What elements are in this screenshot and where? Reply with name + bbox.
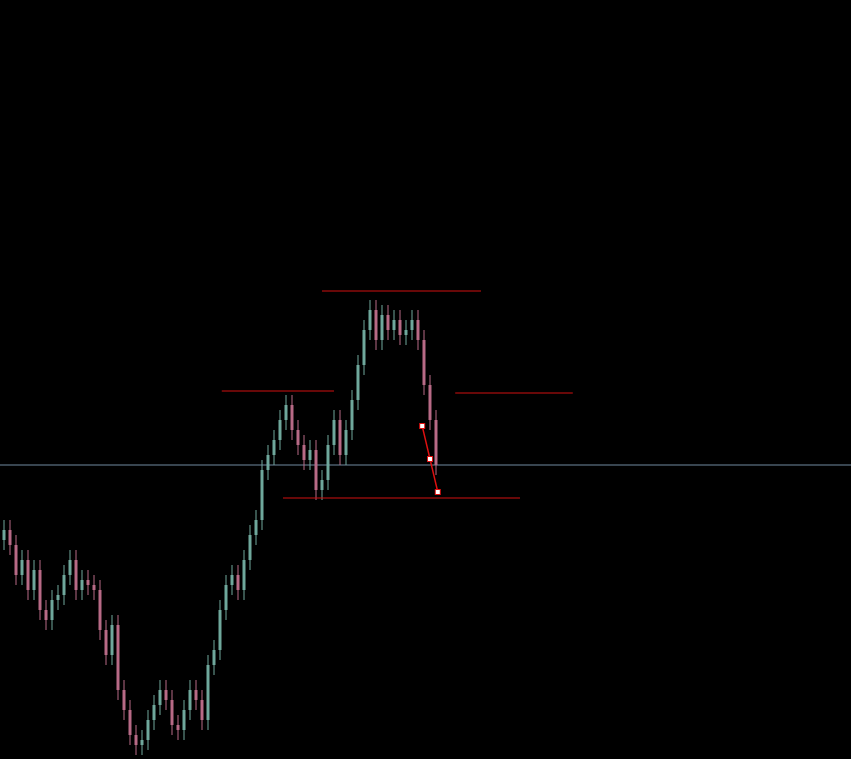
candle-body — [332, 420, 336, 445]
candle-body — [380, 315, 384, 340]
candle-body — [116, 625, 120, 690]
candle-body — [44, 610, 48, 620]
candle-body — [338, 420, 342, 455]
zigzag-point — [434, 489, 441, 495]
candle-body — [98, 590, 102, 630]
candle-body — [236, 575, 240, 590]
candle-body — [170, 700, 174, 725]
candle-body — [164, 690, 168, 700]
candle-body — [398, 320, 402, 335]
candle-body — [176, 725, 180, 730]
candle-body — [296, 430, 300, 445]
candle-body — [392, 320, 396, 330]
candle-body — [278, 420, 282, 440]
candle-body — [206, 665, 210, 720]
candle-body — [434, 420, 438, 465]
candle-body — [314, 450, 318, 490]
candle-body — [224, 585, 228, 610]
candle-body — [272, 440, 276, 455]
candle-body — [122, 690, 126, 710]
candle-body — [134, 735, 138, 745]
candle-body — [20, 560, 24, 575]
candle-body — [194, 690, 198, 700]
zigzag-point — [419, 423, 426, 429]
candle-body — [308, 450, 312, 460]
candle-body — [284, 405, 288, 420]
candle-body — [242, 560, 246, 590]
candle-body — [86, 580, 90, 585]
candle-body — [260, 470, 264, 520]
candle-body — [212, 650, 216, 665]
candle-body — [128, 710, 132, 735]
candle-body — [188, 690, 192, 710]
candle-body — [200, 700, 204, 720]
candle-body — [266, 455, 270, 470]
candle-body — [92, 585, 96, 590]
candle-body — [350, 400, 354, 430]
candle-body — [416, 320, 420, 340]
candle-body — [290, 405, 294, 430]
candle-body — [410, 320, 414, 330]
candle-body — [320, 480, 324, 490]
candle-body — [344, 430, 348, 455]
candle-body — [2, 530, 6, 540]
candle-body — [68, 560, 72, 575]
candle-body — [362, 330, 366, 365]
candle-body — [140, 740, 144, 745]
candle-body — [146, 720, 150, 740]
candle-body — [32, 570, 36, 590]
candle-body — [422, 340, 426, 385]
zigzag-point — [426, 456, 433, 462]
candle-body — [152, 705, 156, 720]
candle-body — [38, 570, 42, 610]
candle-body — [80, 580, 84, 590]
candle-body — [404, 330, 408, 335]
candle-body — [62, 575, 66, 595]
candle-body — [356, 365, 360, 400]
candle-body — [302, 445, 306, 460]
candle-body — [386, 315, 390, 330]
candle-body — [104, 630, 108, 655]
candle-body — [74, 560, 78, 590]
candle-body — [326, 445, 330, 480]
candle-body — [14, 545, 18, 575]
candle-body — [368, 310, 372, 330]
candle-body — [182, 710, 186, 730]
candle-body — [248, 535, 252, 560]
candle-body — [50, 600, 54, 620]
candle-body — [158, 690, 162, 705]
candle-body — [254, 520, 258, 535]
candle-body — [428, 385, 432, 420]
candle-body — [56, 595, 60, 600]
candle-body — [110, 625, 114, 655]
candle-body — [8, 530, 12, 545]
candle-body — [218, 610, 222, 650]
candle-body — [26, 560, 30, 590]
candle-body — [230, 575, 234, 585]
candle-body — [374, 310, 378, 340]
